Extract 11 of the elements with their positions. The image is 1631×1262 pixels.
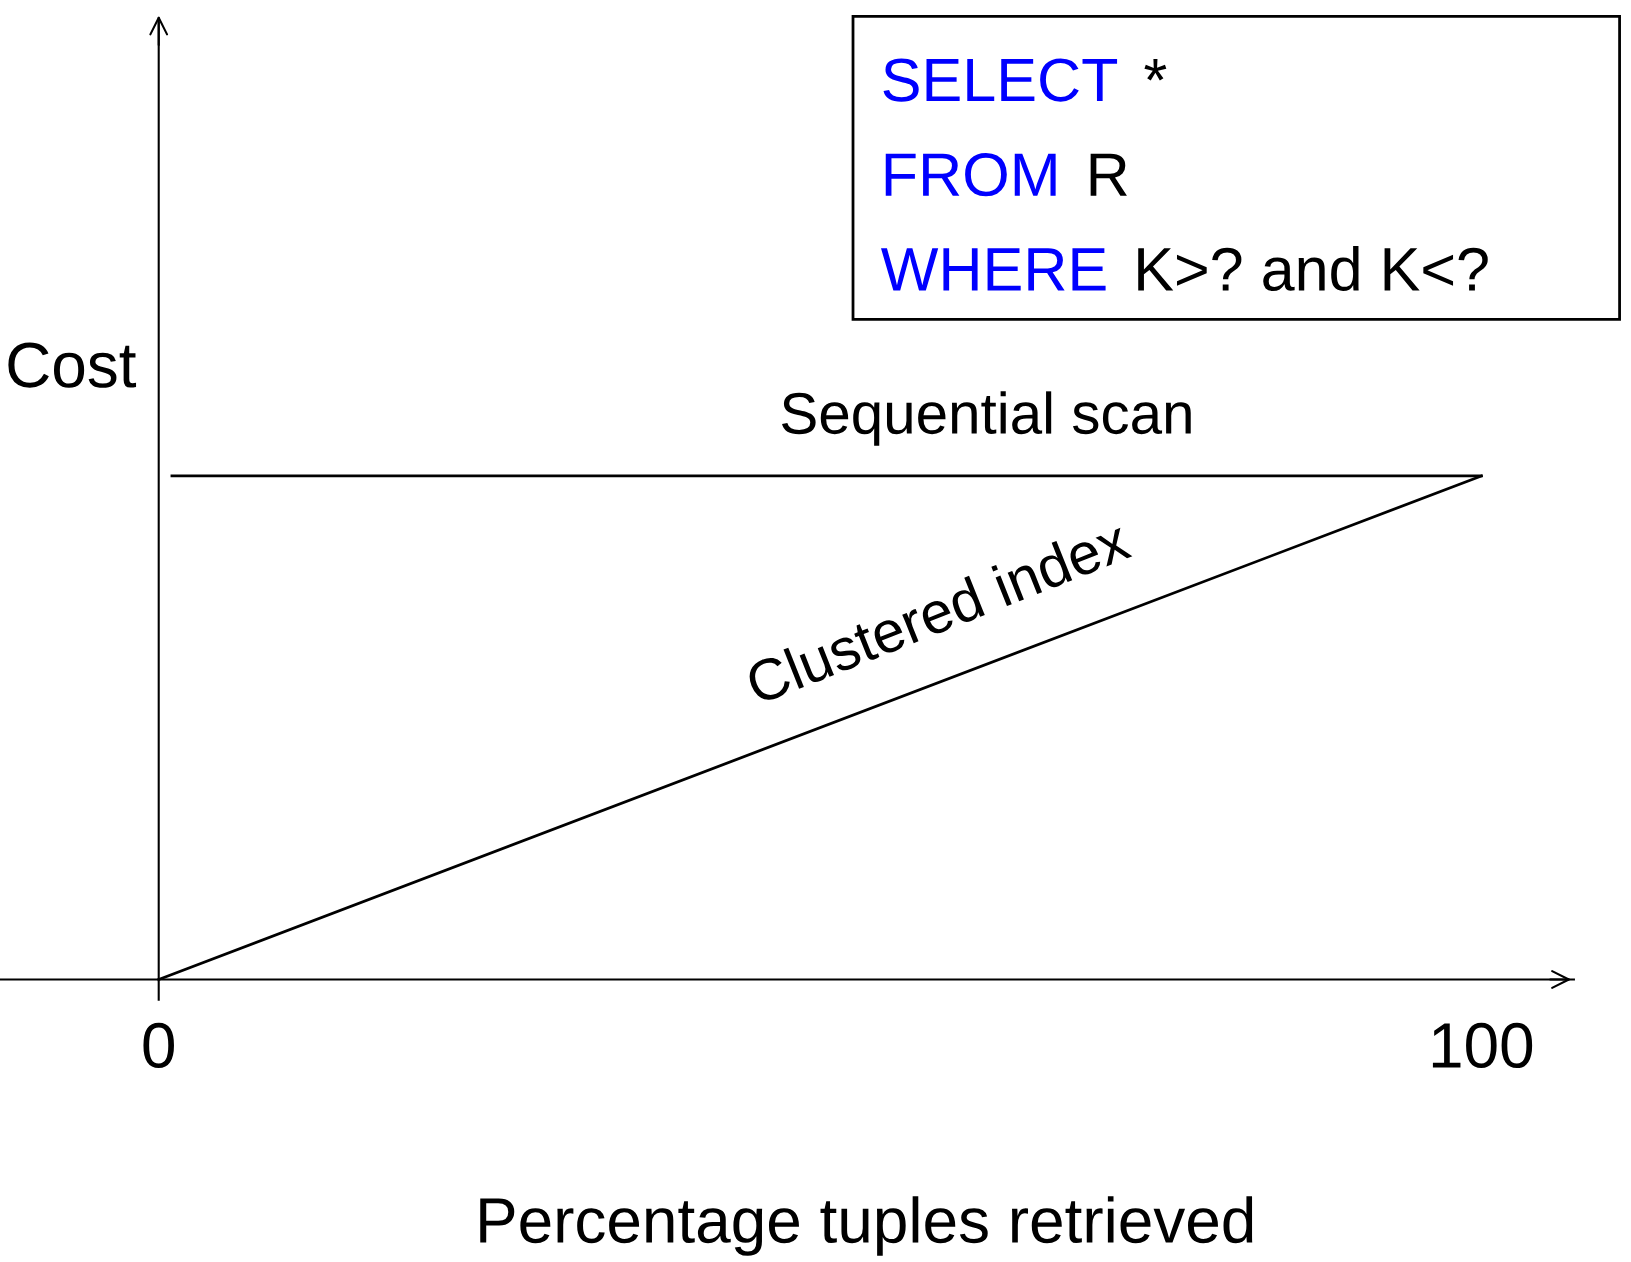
text: R [1090, 153, 1127, 196]
series-label: Sequential scan [782, 391, 1191, 446]
text: WHERE [881, 248, 1106, 291]
text: K>? and K<? [1138, 246, 1488, 291]
text: SELECT [883, 58, 1118, 102]
x-tick-label: 100 [1432, 1022, 1533, 1069]
text: * [1144, 59, 1167, 81]
x-axis-title: Percentage tuples retrieved [480, 1196, 1253, 1256]
y-axis-title: Cost [8, 342, 137, 388]
text: FROM [885, 153, 1056, 197]
x-tick-label: 0 [143, 1022, 174, 1069]
